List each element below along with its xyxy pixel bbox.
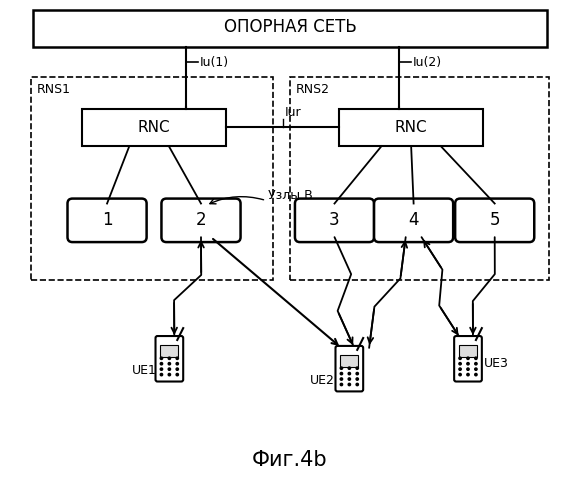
Text: UE2: UE2 (310, 374, 335, 387)
Circle shape (160, 374, 162, 376)
Circle shape (356, 367, 358, 370)
Circle shape (168, 374, 171, 376)
Circle shape (467, 374, 469, 376)
Bar (290, 77, 549, 280)
Circle shape (467, 357, 469, 360)
FancyBboxPatch shape (454, 336, 482, 382)
Circle shape (348, 372, 350, 375)
Circle shape (176, 362, 179, 365)
Circle shape (340, 378, 343, 380)
Circle shape (160, 362, 162, 365)
FancyBboxPatch shape (455, 198, 534, 242)
Circle shape (340, 384, 343, 386)
Text: Фиг.4b: Фиг.4b (252, 450, 328, 469)
Circle shape (459, 368, 461, 370)
Circle shape (474, 362, 477, 365)
Circle shape (340, 367, 343, 370)
Text: RNC: RNC (137, 120, 171, 135)
Circle shape (459, 357, 461, 360)
Circle shape (168, 362, 171, 365)
Circle shape (356, 372, 358, 375)
Circle shape (459, 362, 461, 365)
Text: Iur: Iur (285, 106, 301, 120)
Text: Iu(2): Iu(2) (412, 56, 442, 68)
Circle shape (474, 368, 477, 370)
Circle shape (176, 357, 179, 360)
FancyBboxPatch shape (374, 198, 453, 242)
Text: UE3: UE3 (484, 357, 509, 370)
Text: 4: 4 (408, 212, 419, 230)
FancyBboxPatch shape (161, 198, 241, 242)
Text: 1: 1 (102, 212, 113, 230)
Bar (33, 10, 547, 48)
Circle shape (160, 368, 162, 370)
Circle shape (348, 378, 350, 380)
Circle shape (348, 367, 350, 370)
Text: Узлы B: Узлы B (268, 189, 313, 202)
Circle shape (168, 357, 171, 360)
Circle shape (474, 357, 477, 360)
FancyBboxPatch shape (335, 346, 363, 392)
Circle shape (474, 374, 477, 376)
Circle shape (176, 374, 179, 376)
Circle shape (348, 384, 350, 386)
Text: 5: 5 (490, 212, 500, 230)
Circle shape (356, 384, 358, 386)
Circle shape (160, 357, 162, 360)
Bar (340, 355, 358, 366)
Circle shape (467, 368, 469, 370)
Circle shape (168, 368, 171, 370)
Bar (161, 345, 178, 356)
FancyBboxPatch shape (295, 198, 374, 242)
Bar (31, 77, 273, 280)
Text: ОПОРНАЯ СЕТЬ: ОПОРНАЯ СЕТЬ (224, 18, 356, 36)
Bar (82, 108, 226, 146)
Bar (339, 108, 483, 146)
Text: 2: 2 (195, 212, 206, 230)
Text: RNC: RNC (395, 120, 427, 135)
Circle shape (459, 374, 461, 376)
FancyBboxPatch shape (155, 336, 183, 382)
Circle shape (176, 368, 179, 370)
Bar (459, 345, 477, 356)
Text: Iu(1): Iu(1) (200, 56, 229, 68)
FancyBboxPatch shape (67, 198, 147, 242)
Circle shape (467, 362, 469, 365)
Circle shape (356, 378, 358, 380)
Text: RNS2: RNS2 (296, 83, 330, 96)
Text: RNS1: RNS1 (37, 83, 71, 96)
Text: 3: 3 (329, 212, 340, 230)
Circle shape (340, 372, 343, 375)
Text: UE1: UE1 (132, 364, 157, 377)
